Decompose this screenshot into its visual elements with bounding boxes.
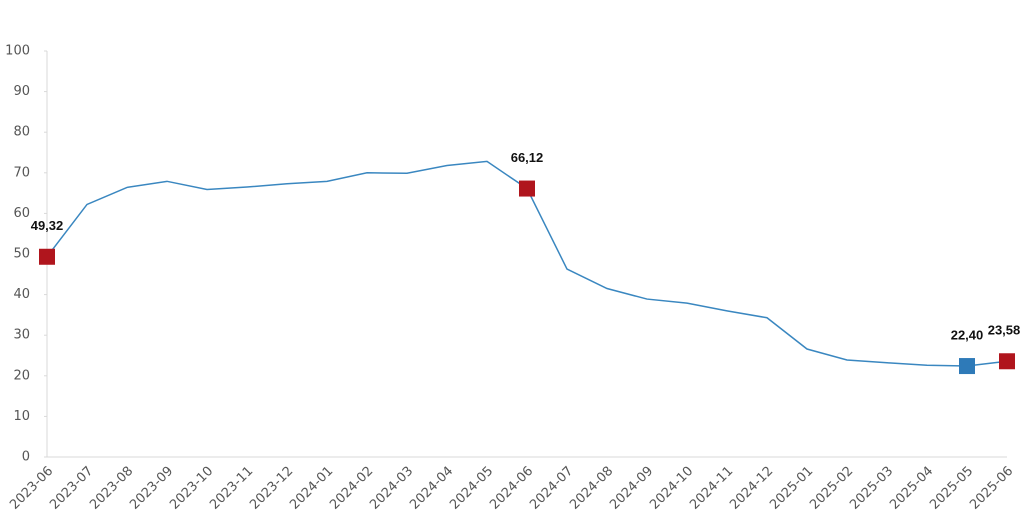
marker [39,248,55,265]
y-tick-label: 30 [13,328,30,343]
marker [959,358,975,375]
y-tick-label: 90 [13,84,30,99]
y-tick-label: 50 [13,247,30,262]
data-label: 22,40 [951,327,984,342]
x-tick-label: 2025-05 [927,464,976,513]
y-tick-label: 20 [13,368,30,383]
marker [999,353,1015,370]
x-tick-label: 2024-12 [727,464,776,513]
y-tick-label: 60 [13,206,30,221]
x-tick-label: 2023-08 [87,464,136,513]
y-tick-label: 40 [13,287,30,302]
x-tick-label: 2023-09 [127,464,176,513]
x-tick-label: 2025-01 [767,464,816,513]
x-tick-label: 2023-07 [47,464,96,513]
x-tick-label: 2024-02 [327,464,376,513]
x-tick-label: 2024-09 [607,464,656,513]
x-tick-label: 2024-05 [447,464,496,513]
data-label: 49,32 [31,218,64,233]
x-tick-label: 2023-10 [167,464,216,513]
x-tick-label: 2025-02 [807,464,856,513]
x-tick-label: 2024-03 [367,464,416,513]
x-tick-label: 2023-06 [7,464,56,513]
y-tick-label: 70 [13,165,30,180]
x-tick-label: 2024-06 [487,464,536,513]
x-tick-label: 2025-04 [887,464,936,513]
x-tick-label: 2024-08 [567,464,616,513]
x-tick-label: 2024-11 [687,464,736,513]
x-tick-label: 2025-03 [847,464,896,513]
y-tick-label: 80 [13,125,30,140]
x-tick-label: 2024-10 [647,464,696,513]
data-label: 23,58 [988,323,1021,338]
x-tick-label: 2024-04 [407,464,456,513]
marker [519,180,535,197]
x-tick-label: 2024-01 [287,464,336,513]
x-tick-label: 2025-06 [967,464,1016,513]
y-tick-label: 0 [22,450,30,465]
x-tick-label: 2024-07 [527,464,576,513]
x-tick-label: 2023-11 [207,464,256,513]
data-label: 66,12 [511,150,544,165]
x-tick-label: 2023-12 [247,464,296,513]
y-tick-label: 100 [5,44,30,59]
y-tick-label: 10 [13,409,30,424]
